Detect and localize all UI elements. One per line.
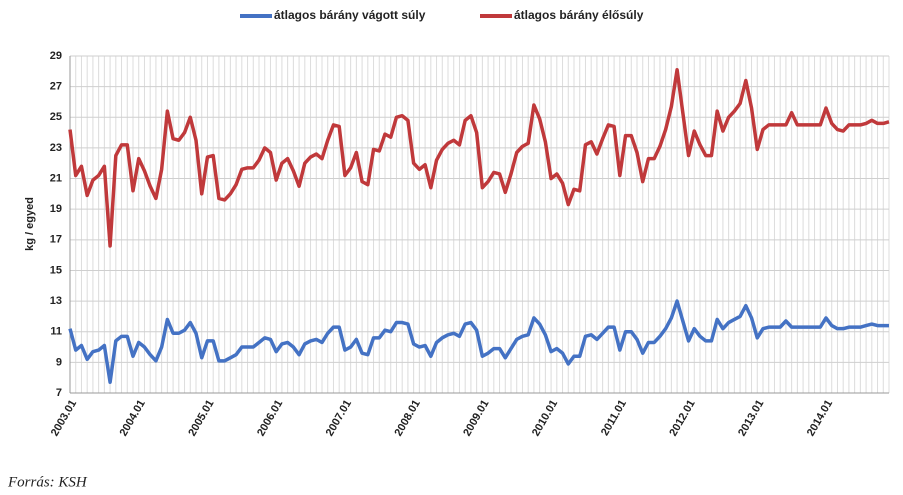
x-tick-label: 2004.01 xyxy=(118,398,148,438)
y-tick-label: 19 xyxy=(50,203,62,215)
legend-label: átlagos bárány vágott súly xyxy=(274,8,426,22)
x-tick-label: 2014.01 xyxy=(805,398,835,438)
x-tick-label: 2011.01 xyxy=(599,398,629,438)
series-line xyxy=(68,68,890,248)
series-line xyxy=(68,299,889,385)
x-tick-label: 2010.01 xyxy=(530,398,560,438)
legend-label: átlagos bárány élősúly xyxy=(514,8,644,22)
y-tick-label: 29 xyxy=(50,50,62,62)
y-tick-label: 25 xyxy=(50,111,62,123)
x-tick-label: 2003.01 xyxy=(49,398,79,438)
y-tick-label: 13 xyxy=(50,295,62,307)
y-tick-label: 9 xyxy=(56,356,62,368)
x-tick-label: 2006.01 xyxy=(255,398,285,438)
y-tick-label: 23 xyxy=(50,142,62,154)
x-tick-label: 2005.01 xyxy=(186,398,216,438)
y-tick-label: 27 xyxy=(50,81,62,93)
y-tick-label: 11 xyxy=(50,326,62,338)
x-tick-label: 2007.01 xyxy=(324,398,354,438)
x-tick-label: 2008.01 xyxy=(392,398,422,438)
source-note: Forrás: KSH xyxy=(7,474,88,490)
y-axis-label: kg / egyed xyxy=(24,197,36,251)
y-tick-label: 15 xyxy=(50,264,62,276)
y-tick-label: 7 xyxy=(56,387,62,399)
x-tick-label: 2013.01 xyxy=(736,398,766,438)
x-tick-label: 2012.01 xyxy=(667,398,697,438)
y-tick-label: 21 xyxy=(50,172,62,184)
x-tick-label: 2009.01 xyxy=(461,398,491,438)
y-tick-label: 17 xyxy=(50,234,62,246)
